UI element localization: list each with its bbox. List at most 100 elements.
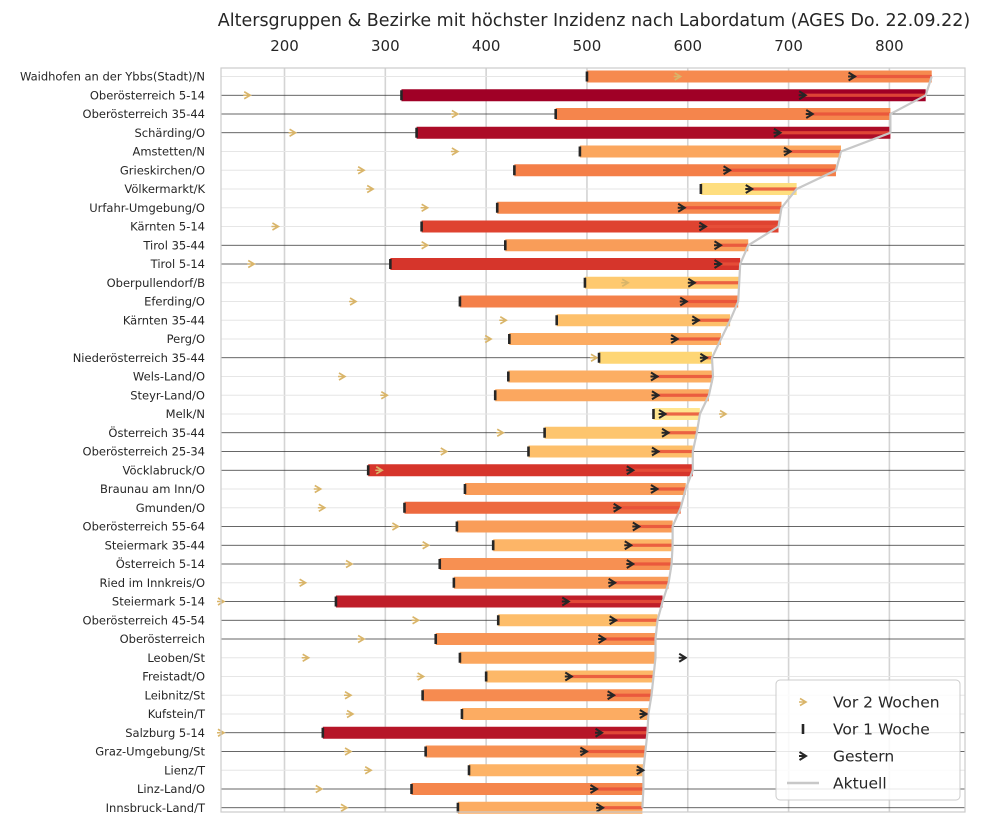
row-8-change-overlay: [702, 224, 779, 229]
row-21-change-overlay: [630, 468, 693, 472]
x-tick-label-400: 400: [472, 37, 501, 55]
row-36-label: Graz-Umgebung/St: [95, 745, 205, 759]
row-1-change-overlay: [802, 93, 926, 97]
row-19-marker-yesterday: [661, 427, 671, 438]
row-10-bar: [390, 258, 741, 270]
row-3-marker-2w: [288, 128, 298, 137]
row-34-marker-yesterday: [639, 709, 649, 719]
row-19-bar: [544, 426, 697, 439]
row-25-change-overlay: [628, 543, 673, 547]
row-9-change-overlay: [718, 243, 749, 247]
y-axis-ticks: Waidhofen an der Ybbs(Stadt)/N Oberösterr…: [20, 70, 206, 815]
row-38-marker-yesterday: [589, 784, 599, 794]
row-9-marker-yesterday: [713, 240, 723, 251]
row-5-marker-yesterday: [723, 165, 732, 176]
row-25-label: Steiermark 35-44: [105, 538, 205, 552]
row-1-marker-yesterday: [798, 90, 808, 101]
row-4-change-overlay: [787, 149, 841, 154]
row-19-label: Österreich 35-44: [108, 424, 205, 440]
row-12-marker-2w: [349, 297, 358, 306]
row-19-marker-2w: [496, 428, 505, 437]
row-1-label: Oberösterreich 5-14: [90, 88, 205, 102]
row-37-label: Lienz/T: [164, 763, 206, 777]
row-18-label: Melk/N: [166, 407, 205, 421]
row-27-marker-2w: [298, 578, 308, 587]
row-26-marker-yesterday: [626, 559, 636, 569]
row-23-bar: [404, 501, 681, 514]
row-28-bar: [335, 595, 663, 608]
legend-entry-0-symbol: [799, 697, 808, 707]
row-0-bar: [586, 70, 932, 83]
row-3-change-overlay: [777, 131, 891, 135]
row-22-marker-yesterday: [650, 484, 660, 494]
x-tick-label-700: 700: [774, 37, 803, 55]
row-3-marker-yesterday: [773, 127, 783, 138]
row-5-change-overlay: [727, 168, 836, 172]
row-8-label: Kärnten 5-14: [130, 220, 205, 234]
row-26-bar: [439, 558, 672, 570]
row-32-marker-2w: [416, 672, 426, 681]
row-31-bar: [459, 651, 656, 664]
row-6-change-overlay: [749, 187, 797, 191]
row-0-label: Waidhofen an der Ybbs(Stadt)/N: [20, 70, 205, 84]
row-35-bar: [322, 726, 648, 739]
row-11-marker-yesterday: [687, 277, 697, 288]
row-12-change-overlay: [683, 299, 739, 304]
x-tick-label-200: 200: [270, 37, 299, 55]
row-17-marker-yesterday: [651, 390, 661, 401]
row-7-change-overlay: [681, 206, 782, 210]
row-14-label: Perg/O: [167, 332, 205, 346]
row-17-marker-2w: [380, 391, 389, 400]
row-24-marker-2w: [391, 522, 400, 531]
row-28-marker-yesterday: [561, 596, 571, 607]
row-33-bar: [422, 689, 652, 702]
row-4-label: Amstetten/N: [132, 145, 205, 159]
row-39-marker-yesterday: [596, 802, 605, 813]
legend-entry-1-label: Vor 1 Woche: [833, 721, 930, 739]
row-13-label: Kärnten 35-44: [123, 313, 205, 327]
row-17-label: Steyr-Land/O: [130, 388, 205, 402]
row-9-marker-2w: [420, 241, 430, 250]
row-9-bar: [505, 239, 749, 252]
x-axis-ticks: 200 300 400 500 600 700 800: [270, 37, 904, 55]
row-19-change-overlay: [665, 431, 697, 435]
row-0-marker-yesterday: [848, 71, 857, 82]
row-7-bar: [497, 201, 782, 214]
row-33-change-overlay: [611, 693, 652, 697]
legend: Vor 2 Wochen Vor 1 Woche Gestern Aktuell: [775, 679, 961, 801]
row-34-bar: [461, 708, 649, 720]
row-16-change-overlay: [654, 374, 713, 379]
row-32-label: Freistadt/O: [142, 670, 205, 684]
legend-entry-0-label: Vor 2 Wochen: [833, 694, 940, 712]
row-5-marker-2w: [357, 166, 366, 175]
row-11-label: Oberpullendorf/B: [107, 276, 205, 290]
row-22-label: Braunau am Inn/O: [100, 482, 205, 496]
row-22-marker-2w: [313, 484, 323, 494]
row-27-marker-yesterday: [608, 577, 618, 588]
row-23-label: Gmunden/O: [136, 501, 205, 515]
row-30-change-overlay: [602, 637, 656, 641]
row-14-change-overlay: [674, 337, 722, 341]
row-12-label: Eferding/O: [144, 295, 205, 309]
row-18-marker-2w: [719, 409, 728, 419]
row-21-bar: [368, 464, 693, 477]
row-0-change-overlay: [852, 74, 932, 79]
row-12-bar: [459, 295, 739, 308]
row-7-marker-yesterday: [677, 202, 687, 213]
row-31-label: Leoben/St: [147, 651, 205, 665]
row-32-marker-yesterday: [564, 671, 574, 682]
current-line: [641, 76, 933, 808]
row-23-marker-2w: [317, 503, 327, 512]
row-28-label: Steiermark 5-14: [112, 595, 205, 609]
row-38-label: Linz-Land/O: [137, 782, 205, 796]
row-27-bar: [453, 576, 669, 589]
row-24-marker-yesterday: [632, 521, 642, 532]
row-15-marker-2w: [590, 353, 599, 362]
row-13-change-overlay: [695, 318, 731, 322]
row-21-marker-2w: [375, 466, 384, 475]
row-22-bar: [464, 483, 686, 495]
row-38-change-overlay: [594, 787, 644, 791]
row-6-marker-2w: [366, 184, 375, 194]
x-tick-label-500: 500: [573, 37, 602, 55]
